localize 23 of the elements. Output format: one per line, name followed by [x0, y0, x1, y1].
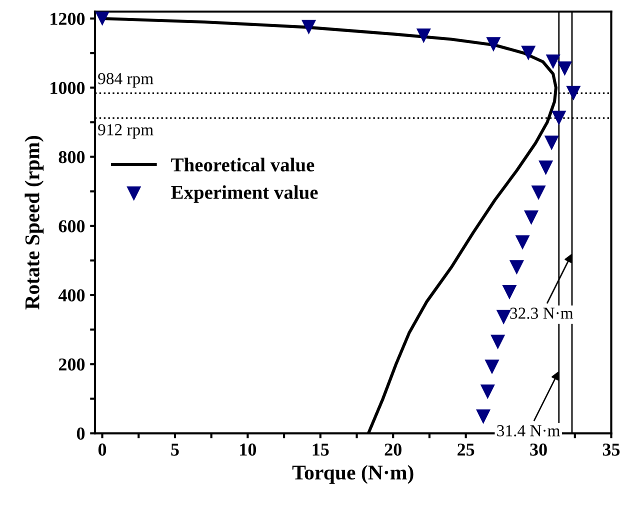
ref-line-label: 984 rpm [98, 72, 154, 88]
x-tick-label: 0 [98, 444, 106, 456]
x-tick-label: 35 [602, 444, 620, 456]
y-tick-label: 800 [58, 151, 85, 164]
y-tick-label: 1000 [50, 82, 85, 94]
x-tick-label: 15 [312, 444, 329, 456]
y-tick-label: 0 [76, 428, 85, 440]
annotation: 32.3 N·m [510, 308, 574, 319]
x-tick-label: 30 [530, 444, 547, 456]
legend-label: Experiment value [171, 185, 318, 203]
x-axis-title: Torque (N·m) [292, 464, 414, 484]
x-tick-label: 10 [240, 444, 256, 456]
ref-line-label: 912 rpm [98, 124, 154, 139]
y-tick-label: 1200 [50, 12, 85, 25]
legend-label: Theoretical value [171, 158, 314, 172]
y-tick-label: 400 [58, 289, 85, 302]
x-tick-label: 5 [171, 444, 179, 456]
y-tick-label: 600 [58, 220, 85, 232]
y-tick-label: 200 [58, 358, 85, 371]
y-axis-title: Rotate Speed (rpm) [24, 136, 44, 310]
x-tick-label: 20 [384, 444, 402, 456]
annotation: 31.4 N·m [497, 425, 560, 436]
x-tick-label: 25 [458, 444, 474, 456]
